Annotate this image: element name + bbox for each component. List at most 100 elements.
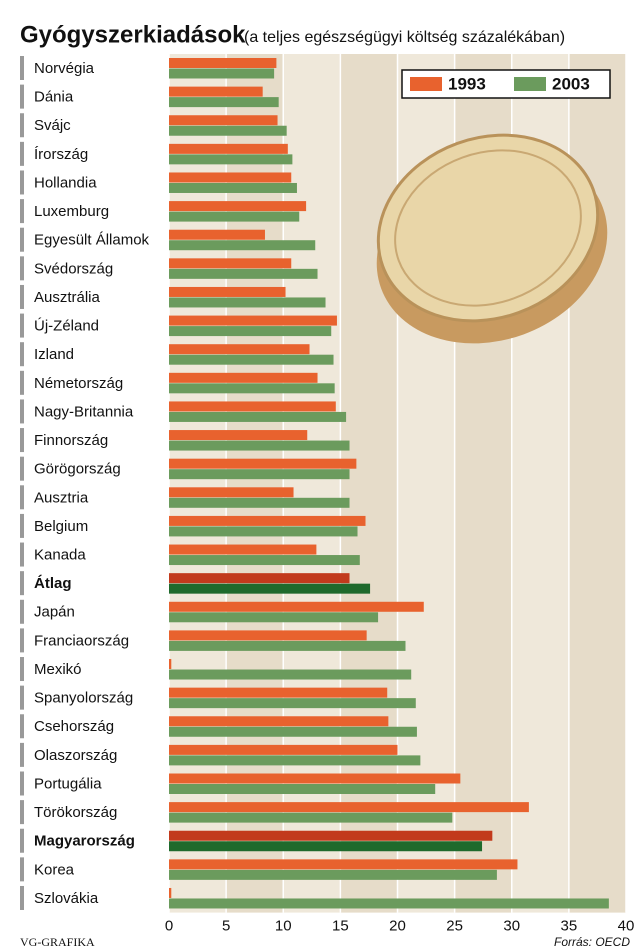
bar xyxy=(169,659,172,670)
source: Forrás: OECD xyxy=(554,935,630,949)
bar xyxy=(169,784,436,794)
category-label: Svájc xyxy=(34,117,71,134)
category-label: Csehország xyxy=(34,718,114,735)
row-marker xyxy=(20,657,24,682)
bar xyxy=(169,115,278,126)
row-marker xyxy=(20,771,24,796)
bar xyxy=(169,515,366,526)
row-marker xyxy=(20,742,24,767)
category-label: Kanada xyxy=(34,547,86,564)
bar xyxy=(169,430,308,441)
bar xyxy=(169,869,497,880)
row-marker xyxy=(20,428,24,453)
stripe xyxy=(226,54,284,913)
bar xyxy=(169,687,388,698)
category-label: Portugália xyxy=(34,775,102,792)
bar xyxy=(169,240,316,251)
bar xyxy=(169,640,406,651)
bar xyxy=(169,898,609,909)
row-marker xyxy=(20,56,24,80)
bar xyxy=(169,830,493,841)
stripe xyxy=(340,54,398,913)
x-tick-label: 30 xyxy=(503,918,520,935)
legend-swatch xyxy=(410,77,442,91)
category-label: Svédország xyxy=(34,260,113,277)
bar xyxy=(169,383,335,394)
bar xyxy=(169,297,326,308)
row-marker xyxy=(20,571,24,596)
row-marker xyxy=(20,513,24,538)
row-marker xyxy=(20,370,24,395)
bar xyxy=(169,154,293,165)
bar xyxy=(169,669,412,680)
x-tick-label: 25 xyxy=(446,918,463,935)
bar xyxy=(169,458,357,469)
bar xyxy=(169,744,398,755)
bar xyxy=(169,172,292,183)
bar xyxy=(169,802,529,813)
bar xyxy=(169,487,294,498)
row-marker xyxy=(20,542,24,567)
category-label: Mexikó xyxy=(34,661,82,678)
bar xyxy=(169,526,358,537)
category-label: Norvégia xyxy=(34,60,95,77)
row-marker xyxy=(20,342,24,367)
row-marker xyxy=(20,485,24,510)
legend-swatch xyxy=(514,77,546,91)
chart-subtitle: (a teljes egészségügyi költség százaléká… xyxy=(244,29,565,46)
bar xyxy=(169,258,292,269)
category-label: Dánia xyxy=(34,89,74,106)
bar xyxy=(169,716,389,727)
bar xyxy=(169,469,350,480)
legend-label: 1993 xyxy=(448,74,486,93)
bar xyxy=(169,497,350,508)
category-label: Luxemburg xyxy=(34,203,109,220)
row-marker xyxy=(20,399,24,424)
category-label: Franciaország xyxy=(34,632,129,649)
category-label: Nagy-Britannia xyxy=(34,403,134,420)
bar xyxy=(169,726,417,737)
category-label: Izland xyxy=(34,346,74,363)
bar xyxy=(169,372,318,383)
bar xyxy=(169,201,307,212)
category-label: Írország xyxy=(34,146,88,163)
x-tick-label: 35 xyxy=(561,918,578,935)
bar xyxy=(169,211,300,222)
row-marker xyxy=(20,313,24,338)
category-label: Ausztria xyxy=(34,489,89,506)
coin xyxy=(376,133,608,344)
category-label: Korea xyxy=(34,861,75,878)
row-marker xyxy=(20,714,24,739)
category-label: Egyesült Államok xyxy=(34,232,150,249)
x-tick-label: 0 xyxy=(165,918,173,935)
row-marker xyxy=(20,456,24,481)
legend: 1993 2003 xyxy=(401,69,611,99)
bar xyxy=(169,583,371,594)
bar xyxy=(169,268,318,279)
stripe xyxy=(283,54,341,913)
bar xyxy=(169,630,367,641)
row-marker xyxy=(20,628,24,653)
bar xyxy=(169,612,379,623)
x-tick-label: 20 xyxy=(389,918,406,935)
row-marker xyxy=(20,800,24,825)
chart-title: Gyógyszerkiadások xyxy=(20,21,246,48)
bar xyxy=(169,229,265,240)
bar xyxy=(169,97,279,108)
x-tick-label: 40 xyxy=(618,918,635,935)
bar xyxy=(169,698,416,709)
category-label: Olaszország xyxy=(34,747,117,764)
bar xyxy=(169,812,453,823)
category-label: Hollandia xyxy=(34,174,97,191)
bar xyxy=(169,841,483,852)
bar xyxy=(169,125,287,136)
bar xyxy=(169,86,263,97)
row-marker xyxy=(20,84,24,109)
category-label: Szlovákia xyxy=(34,890,99,907)
bar xyxy=(169,601,424,612)
row-marker xyxy=(20,256,24,281)
row-marker xyxy=(20,113,24,138)
category-label: Németország xyxy=(34,375,123,392)
category-label: Belgium xyxy=(34,518,88,535)
row-marker xyxy=(20,599,24,624)
